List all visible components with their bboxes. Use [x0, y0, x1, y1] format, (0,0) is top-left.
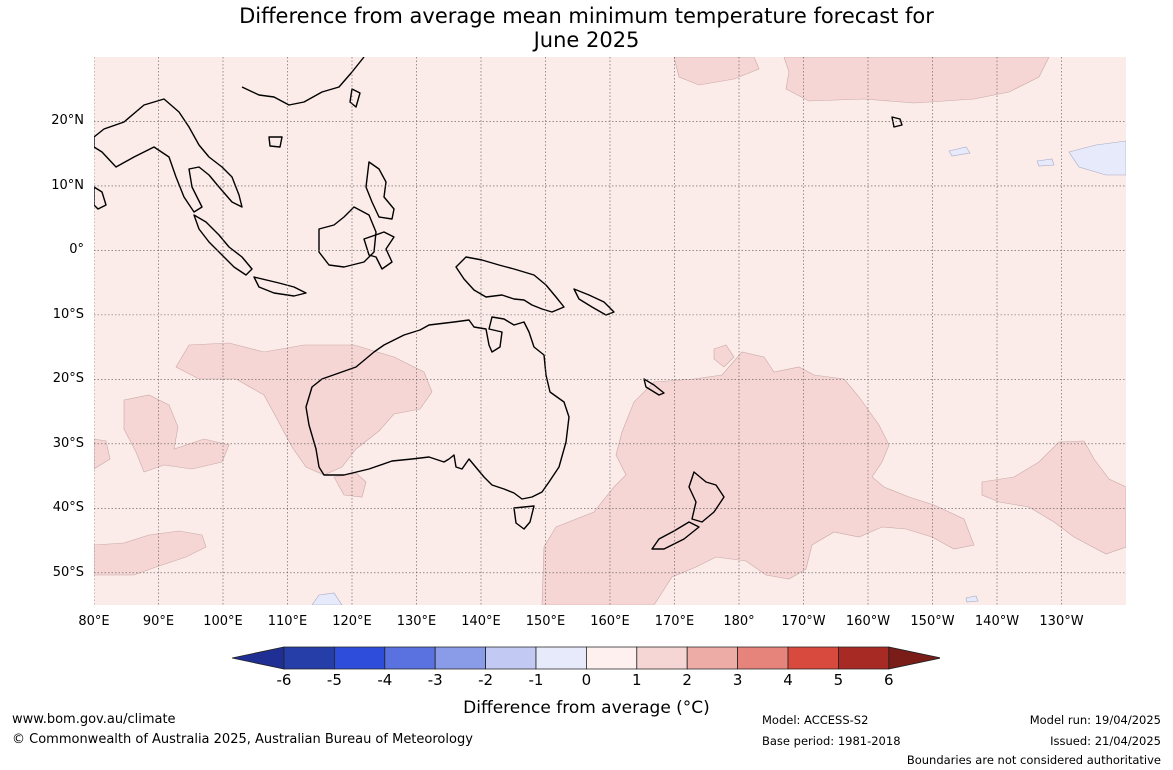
lon-label: 130°W	[1039, 614, 1084, 629]
colorbar-tick: 4	[783, 671, 793, 689]
forecast-map	[94, 57, 1126, 605]
anomaly-region-far-west	[94, 438, 111, 470]
coastlines	[94, 57, 903, 550]
title-line-1: Difference from average mean minimum tem…	[239, 4, 934, 28]
footer-disclaimer: Boundaries are not considered authoritat…	[906, 753, 1161, 767]
coastline-sumatra	[193, 214, 253, 276]
lat-label: 30°S	[52, 435, 84, 451]
anomaly-region-tasman-pacific	[541, 351, 975, 605]
colorbar-tick: 5	[833, 671, 844, 689]
anomaly-regions-neg1-0	[311, 140, 1126, 605]
lon-label: 170°E	[654, 614, 695, 629]
coastline-hainan	[268, 136, 283, 148]
coastline-mainland-asia	[94, 98, 243, 213]
colorbar-extend-high	[888, 646, 940, 670]
lon-label: 100°E	[203, 614, 243, 629]
lon-label: 80°E	[78, 614, 110, 629]
anomaly-region-east-south-pacific	[981, 440, 1126, 555]
lon-label: 130°E	[396, 614, 437, 629]
lon-label: 150°E	[525, 614, 566, 629]
lon-label: 170°W	[781, 614, 826, 629]
coastline-china-coast	[241, 57, 365, 106]
colorbar-tick: -4	[377, 671, 393, 689]
footer-url[interactable]: www.bom.gov.au/climate	[12, 712, 176, 727]
colorbar-segment	[384, 646, 436, 670]
colorbar-segment	[686, 646, 739, 670]
title-line-2: June 2025	[533, 28, 640, 52]
lat-label: 50°S	[52, 564, 84, 580]
anomaly-region-north-pacific	[783, 57, 1050, 104]
colorbar-tick: -3	[427, 671, 443, 689]
colorbar-tick: 6	[884, 671, 894, 689]
chart-title: Difference from average mean minimum tem…	[0, 4, 1173, 52]
anomaly-region-east-north-pacific	[1068, 140, 1126, 176]
colorbar-tick: -2	[478, 671, 494, 689]
lat-label: 40°S	[52, 500, 84, 516]
colorbar-segment	[334, 646, 386, 670]
coastline-borneo	[318, 206, 377, 268]
colorbar-label: Difference from average (°C)	[463, 698, 710, 718]
lon-label: 160°E	[590, 614, 630, 629]
colorbar-segment	[283, 646, 335, 670]
lat-label: 10°N	[51, 177, 84, 193]
anomaly-region-west-australia	[123, 394, 230, 473]
colorbar-tick: 3	[732, 671, 743, 689]
lat-label: 10°S	[52, 306, 84, 322]
lon-label: 140°W	[974, 614, 1020, 629]
lat-label: 0°	[69, 242, 84, 258]
coastline-philippines	[365, 161, 395, 220]
anomaly-region-indian-ocean	[175, 342, 433, 476]
footer-model: Model: ACCESS-S2	[762, 713, 869, 727]
anomaly-region-far-south	[965, 595, 979, 603]
footer-copyright: © Commonwealth of Australia 2025, Austra…	[12, 732, 473, 747]
colorbar-segment	[787, 646, 839, 670]
coastline-taiwan	[349, 88, 361, 108]
anomaly-region-north-central	[673, 57, 760, 86]
lat-label: 20°N	[51, 113, 84, 129]
colorbar-segment	[636, 646, 688, 670]
footer-base-period: Base period: 1981-2018	[762, 734, 901, 748]
lon-label: 120°E	[332, 614, 372, 629]
anomaly-region-coral-sea-east	[713, 344, 735, 368]
lon-label: 180°	[723, 614, 755, 629]
coastline-australia	[305, 316, 570, 500]
lon-label: 110°E	[267, 614, 308, 629]
colorbar-tick: -6	[276, 671, 292, 689]
colorbar-tick: 2	[682, 671, 692, 689]
lon-label: 140°E	[461, 614, 501, 629]
anomaly-region-small-north-2	[1036, 158, 1055, 167]
colorbar-tick: -1	[528, 671, 544, 689]
coastline-tasmania	[513, 505, 535, 530]
colorbar-segment	[737, 646, 789, 670]
coastline-hawaii	[891, 116, 903, 128]
colorbar-segment	[585, 646, 638, 670]
anomaly-regions-1-2	[94, 57, 1126, 605]
anomaly-region-small-north-1	[948, 146, 971, 157]
lon-label: 90°E	[142, 614, 175, 629]
anomaly-region-southwest	[94, 530, 207, 576]
lon-label: 150°W	[910, 614, 955, 629]
graticule	[94, 57, 1126, 605]
lon-label: 160°W	[845, 614, 891, 629]
coastline-new-caledonia	[643, 378, 665, 396]
coastline-new-zealand-south	[651, 521, 700, 550]
colorbar-segment	[434, 646, 487, 670]
lat-label: 20°S	[52, 371, 84, 387]
coastline-java	[253, 276, 307, 297]
colorbar-tick: -5	[326, 671, 342, 689]
colorbar-tick: 0	[581, 671, 592, 689]
colorbar-extend-low	[232, 646, 285, 670]
colorbar-segment	[535, 646, 587, 670]
colorbar	[232, 646, 940, 670]
coastline-sri-lanka	[94, 186, 107, 210]
colorbar-tick: 1	[632, 671, 642, 689]
footer-issued: Issued: 21/04/2025	[1050, 734, 1161, 748]
footer-model-run: Model run: 19/04/2025	[1029, 713, 1161, 727]
coastline-sulawesi	[363, 231, 395, 270]
colorbar-segment	[838, 646, 890, 670]
coastline-new-zealand-north	[688, 471, 725, 523]
anomaly-region-south-indian	[311, 592, 343, 605]
colorbar-segment	[485, 646, 537, 670]
coastline-new-guinea	[455, 256, 565, 313]
